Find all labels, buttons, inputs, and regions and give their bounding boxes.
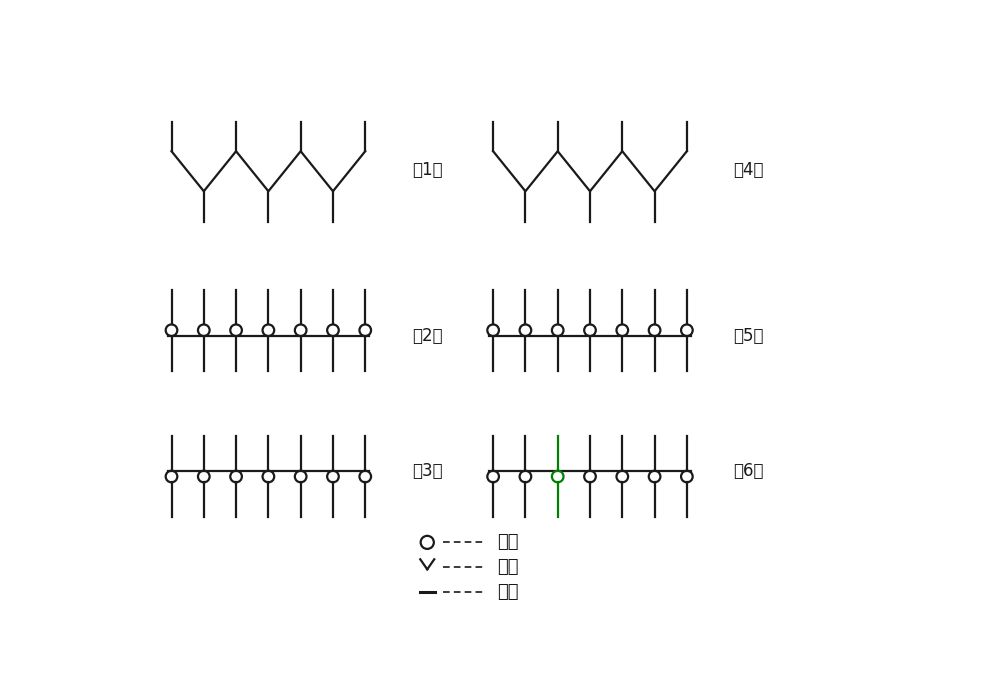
Text: 集圈: 集圈 <box>497 533 518 551</box>
Text: 第1路: 第1路 <box>412 161 442 179</box>
Text: 第5路: 第5路 <box>733 327 764 345</box>
Text: 平针: 平针 <box>497 583 518 601</box>
Text: 成圈: 成圈 <box>497 558 518 576</box>
Text: 第4路: 第4路 <box>733 161 764 179</box>
Text: 第3路: 第3路 <box>412 462 442 480</box>
Text: 第2路: 第2路 <box>412 327 442 345</box>
Text: 第6路: 第6路 <box>733 462 764 480</box>
